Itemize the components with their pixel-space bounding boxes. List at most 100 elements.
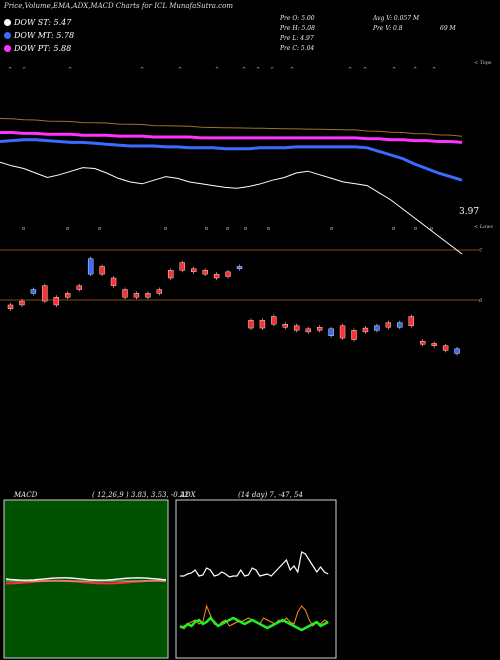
low-mark: o	[22, 226, 25, 232]
legend-swatch-icon	[4, 19, 11, 26]
legend-label: DOW ST: 5.47	[14, 18, 72, 27]
candle	[202, 270, 208, 275]
level-6-label: 6	[479, 298, 483, 304]
stat-pre-volume: Pre V: 0.8	[373, 25, 403, 32]
candle	[316, 327, 323, 331]
low-mark: o	[164, 226, 167, 232]
low-mark: o	[414, 226, 417, 232]
candle	[179, 262, 185, 271]
candle	[248, 320, 254, 329]
upper-band-label: < Tops	[474, 60, 492, 66]
top-mark: ^	[392, 67, 396, 73]
low-mark: o	[330, 226, 333, 232]
candle	[122, 289, 128, 298]
macd-params: ( 12,26,9 ) 3.83, 3.53, -0.22	[92, 491, 189, 499]
candle	[271, 316, 277, 325]
candle	[236, 266, 243, 269]
candle	[145, 293, 151, 298]
top-mark: ^	[242, 67, 246, 73]
candle	[282, 324, 288, 328]
stat-volume-right: 69 M	[440, 25, 456, 32]
candle	[454, 348, 460, 354]
stat-high: Pre H: 5.08	[280, 25, 315, 32]
legend-label: DOW PT: 5.88	[14, 44, 72, 53]
chart-title: Price,Volume,EMA,ADX,MACD Charts for ICL…	[4, 2, 233, 10]
legend-dow-st: DOW ST: 5.47	[4, 18, 71, 27]
candle	[294, 325, 300, 331]
candle	[168, 270, 174, 279]
top-mark: ^	[413, 67, 417, 73]
stat-open: Pre O: 5.00	[280, 15, 315, 22]
top-mark: ^	[290, 67, 294, 73]
level-7-label: 7	[479, 248, 483, 254]
candle	[259, 320, 266, 329]
lower-band-label: < Lows	[474, 224, 493, 230]
low-mark: o	[205, 226, 208, 232]
low-mark: o	[392, 226, 395, 232]
top-mark: ^	[68, 67, 72, 73]
candle	[328, 328, 334, 336]
candle	[408, 316, 414, 326]
low-mark: o	[66, 226, 69, 232]
top-mark: ^	[363, 67, 367, 73]
stat-close: Pre C: 5.04	[280, 45, 315, 52]
top-mark: ^	[270, 67, 274, 73]
macd-title: MACD	[14, 491, 38, 499]
candle	[30, 289, 37, 294]
legend-dow-mt: DOW MT: 5.78	[4, 31, 74, 40]
candle	[362, 327, 369, 333]
candle	[351, 330, 357, 340]
candle	[397, 322, 403, 328]
candle	[305, 328, 311, 333]
legend-swatch-icon	[4, 32, 11, 39]
top-mark: ^	[348, 67, 352, 73]
adx-title: ADX	[180, 491, 196, 499]
candle	[431, 343, 437, 346]
top-mark: ^	[140, 67, 144, 73]
candle	[65, 293, 71, 298]
candle	[420, 340, 426, 345]
legend-dow-pt: DOW PT: 5.88	[4, 44, 71, 53]
top-mark: ^	[8, 67, 12, 73]
candle	[7, 304, 14, 310]
last-price-label: 3.97	[459, 207, 480, 217]
candle	[442, 345, 449, 351]
candle	[374, 325, 380, 331]
ema-lines	[0, 118, 463, 255]
top-mark: ^	[256, 67, 260, 73]
candle	[76, 285, 82, 290]
legend-swatch-icon	[4, 45, 11, 52]
stat-low: Pre L: 4.97	[280, 35, 314, 42]
top-mark: ^	[215, 67, 219, 73]
ema-line-0	[0, 161, 463, 255]
low-mark: o	[244, 226, 247, 232]
adx-params: (14 day) 7, -47, 54	[238, 491, 303, 499]
ema-line-1	[0, 138, 463, 182]
candle	[19, 300, 25, 306]
candle	[87, 258, 94, 275]
candle	[385, 322, 392, 328]
ema-line-2	[0, 131, 463, 144]
top-mark: ^	[22, 67, 26, 73]
low-mark: o	[430, 226, 433, 232]
stat-avg-volume: Avg V: 0.057 M	[373, 15, 420, 22]
candle	[133, 293, 140, 298]
tops-marks: ^ ^ ^ ^ ^ ^ ^ ^ ^ ^ ^ ^ ^ ^ ^	[8, 67, 436, 73]
candle	[99, 266, 105, 275]
candle	[156, 289, 163, 294]
legend-label: DOW MT: 5.78	[14, 31, 75, 40]
low-mark: o	[267, 226, 270, 232]
candle	[225, 271, 231, 277]
candle	[53, 297, 59, 306]
candle	[110, 277, 117, 286]
candle	[42, 285, 48, 302]
candles	[7, 256, 460, 356]
low-mark: o	[226, 226, 229, 232]
avg-line-brown	[0, 118, 463, 137]
top-mark: ^	[178, 67, 182, 73]
top-mark: ^	[432, 67, 436, 73]
candle	[190, 268, 197, 273]
candle	[339, 325, 346, 339]
